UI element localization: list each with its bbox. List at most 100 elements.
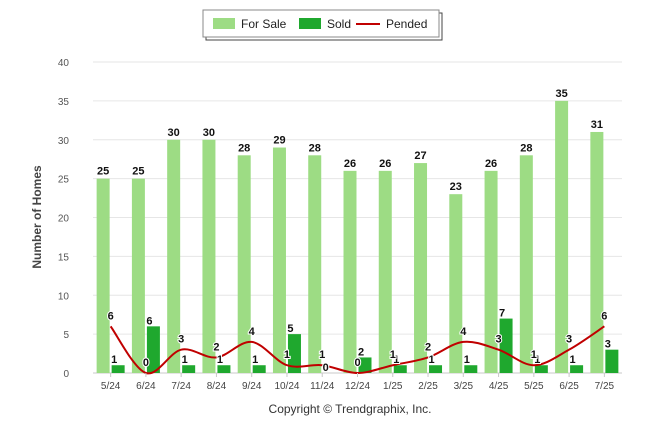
y-tick-label: 10: [58, 291, 70, 302]
bar-sold: [570, 365, 584, 373]
bar-for-sale: [343, 170, 357, 373]
bar-sold: [393, 365, 407, 373]
legend-swatch-for-sale: [213, 18, 235, 29]
data-label-for-sale: 28: [520, 142, 532, 154]
data-label-pended: 2: [425, 341, 431, 353]
y-axis-label: Number of Homes: [30, 165, 44, 269]
data-label-pended: 4: [460, 326, 467, 338]
bar-sold: [217, 365, 231, 373]
data-label-sold: 0: [323, 362, 329, 374]
x-tick-label: 4/25: [489, 381, 509, 392]
x-tick-label: 6/25: [559, 381, 579, 392]
bar-for-sale: [590, 131, 604, 373]
data-label-for-sale: 23: [450, 181, 462, 193]
data-label-sold: 1: [393, 354, 399, 366]
x-tick-label: 5/25: [524, 381, 544, 392]
bar-sold: [287, 334, 301, 373]
data-label-for-sale: 27: [414, 150, 426, 162]
data-label-pended: 1: [390, 349, 396, 361]
bar-for-sale: [449, 194, 463, 373]
bar-sold: [429, 365, 443, 373]
data-label-pended: 6: [601, 310, 607, 322]
bar-for-sale: [484, 170, 498, 373]
x-tick-label: 8/24: [207, 381, 227, 392]
y-tick-label: 20: [58, 214, 70, 225]
x-tick-label: 10/24: [274, 381, 299, 392]
credits: Copyright © Trendgraphix, Inc.: [269, 402, 432, 416]
data-label-for-sale: 26: [379, 158, 391, 170]
data-label-pended: 0: [143, 357, 149, 369]
data-label-sold: 1: [464, 354, 470, 366]
legend-label-pended: Pended: [386, 17, 427, 31]
data-label-pended: 1: [319, 349, 325, 361]
bar-sold: [534, 365, 548, 373]
y-tick-label: 25: [58, 175, 70, 186]
legend-label-for-sale: For Sale: [241, 17, 287, 31]
x-tick-label: 3/25: [454, 381, 474, 392]
y-tick-label: 40: [58, 58, 70, 69]
x-tick-label: 12/24: [345, 381, 370, 392]
data-label-for-sale: 31: [591, 119, 603, 131]
bar-for-sale: [237, 155, 251, 373]
legend-swatch-sold: [299, 18, 321, 29]
bar-sold: [464, 365, 478, 373]
data-label-pended: 3: [496, 334, 502, 346]
y-tick-label: 0: [63, 369, 69, 380]
data-label-for-sale: 25: [97, 166, 109, 178]
y-tick-label: 15: [58, 252, 70, 263]
data-label-pended: 4: [249, 326, 256, 338]
data-label-sold: 1: [428, 354, 434, 366]
x-tick-label: 11/24: [310, 381, 335, 392]
bars: [96, 100, 619, 373]
data-label-for-sale: 29: [273, 135, 285, 147]
bar-for-sale: [308, 155, 322, 373]
data-label-sold: 6: [146, 315, 152, 327]
data-label-for-sale: 28: [238, 142, 250, 154]
data-label-sold: 1: [217, 354, 223, 366]
x-axis-ticks: 5/24 6/24 7/24 8/24 9/24 10/24 11/24 12/24 1/25 2…: [101, 373, 615, 392]
data-label-pended: 3: [566, 334, 572, 346]
data-label-for-sale: 30: [168, 127, 180, 139]
data-label-sold: 3: [605, 339, 611, 351]
y-tick-label: 30: [58, 136, 70, 147]
data-label-pended: 3: [178, 334, 184, 346]
x-tick-label: 2/25: [418, 381, 438, 392]
legend: For Sale Sold Pended: [202, 9, 443, 41]
bar-for-sale: [378, 170, 392, 373]
data-label-for-sale: 28: [309, 142, 321, 154]
x-tick-label: 1/25: [383, 381, 403, 392]
legend-label-sold: Sold: [327, 17, 351, 31]
bar-sold: [146, 326, 160, 373]
y-axis-ticks: 0 5 10 15 20 25 30 35 40: [58, 58, 70, 380]
bar-sold: [111, 365, 125, 373]
x-tick-label: 5/24: [101, 381, 121, 392]
data-label-for-sale: 26: [485, 158, 497, 170]
bar-sold: [182, 365, 196, 373]
bar-for-sale: [131, 178, 145, 373]
data-label-sold: 1: [111, 354, 117, 366]
bar-sold: [358, 357, 372, 373]
bar-sold: [499, 318, 513, 373]
data-label-sold: 5: [287, 323, 293, 335]
data-label-pended: 6: [108, 310, 114, 322]
data-label-for-sale: 25: [132, 166, 144, 178]
data-label-sold: 1: [534, 354, 540, 366]
data-label-sold: 2: [358, 346, 364, 358]
data-label-for-sale: 30: [203, 127, 215, 139]
data-label-pended: 0: [354, 357, 360, 369]
bar-sold: [605, 349, 619, 373]
bar-for-sale: [96, 178, 110, 373]
x-tick-label: 7/24: [171, 381, 191, 392]
y-tick-label: 35: [58, 97, 70, 108]
data-label-sold: 7: [499, 308, 505, 320]
bar-for-sale: [167, 139, 181, 373]
data-label-pended: 1: [284, 349, 290, 361]
data-label-sold: 1: [570, 354, 576, 366]
data-label-pended: 2: [213, 341, 219, 353]
x-tick-label: 9/24: [242, 381, 262, 392]
data-label-for-sale: 26: [344, 158, 356, 170]
data-label-for-sale: 35: [555, 88, 567, 100]
data-label-sold: 1: [252, 354, 258, 366]
